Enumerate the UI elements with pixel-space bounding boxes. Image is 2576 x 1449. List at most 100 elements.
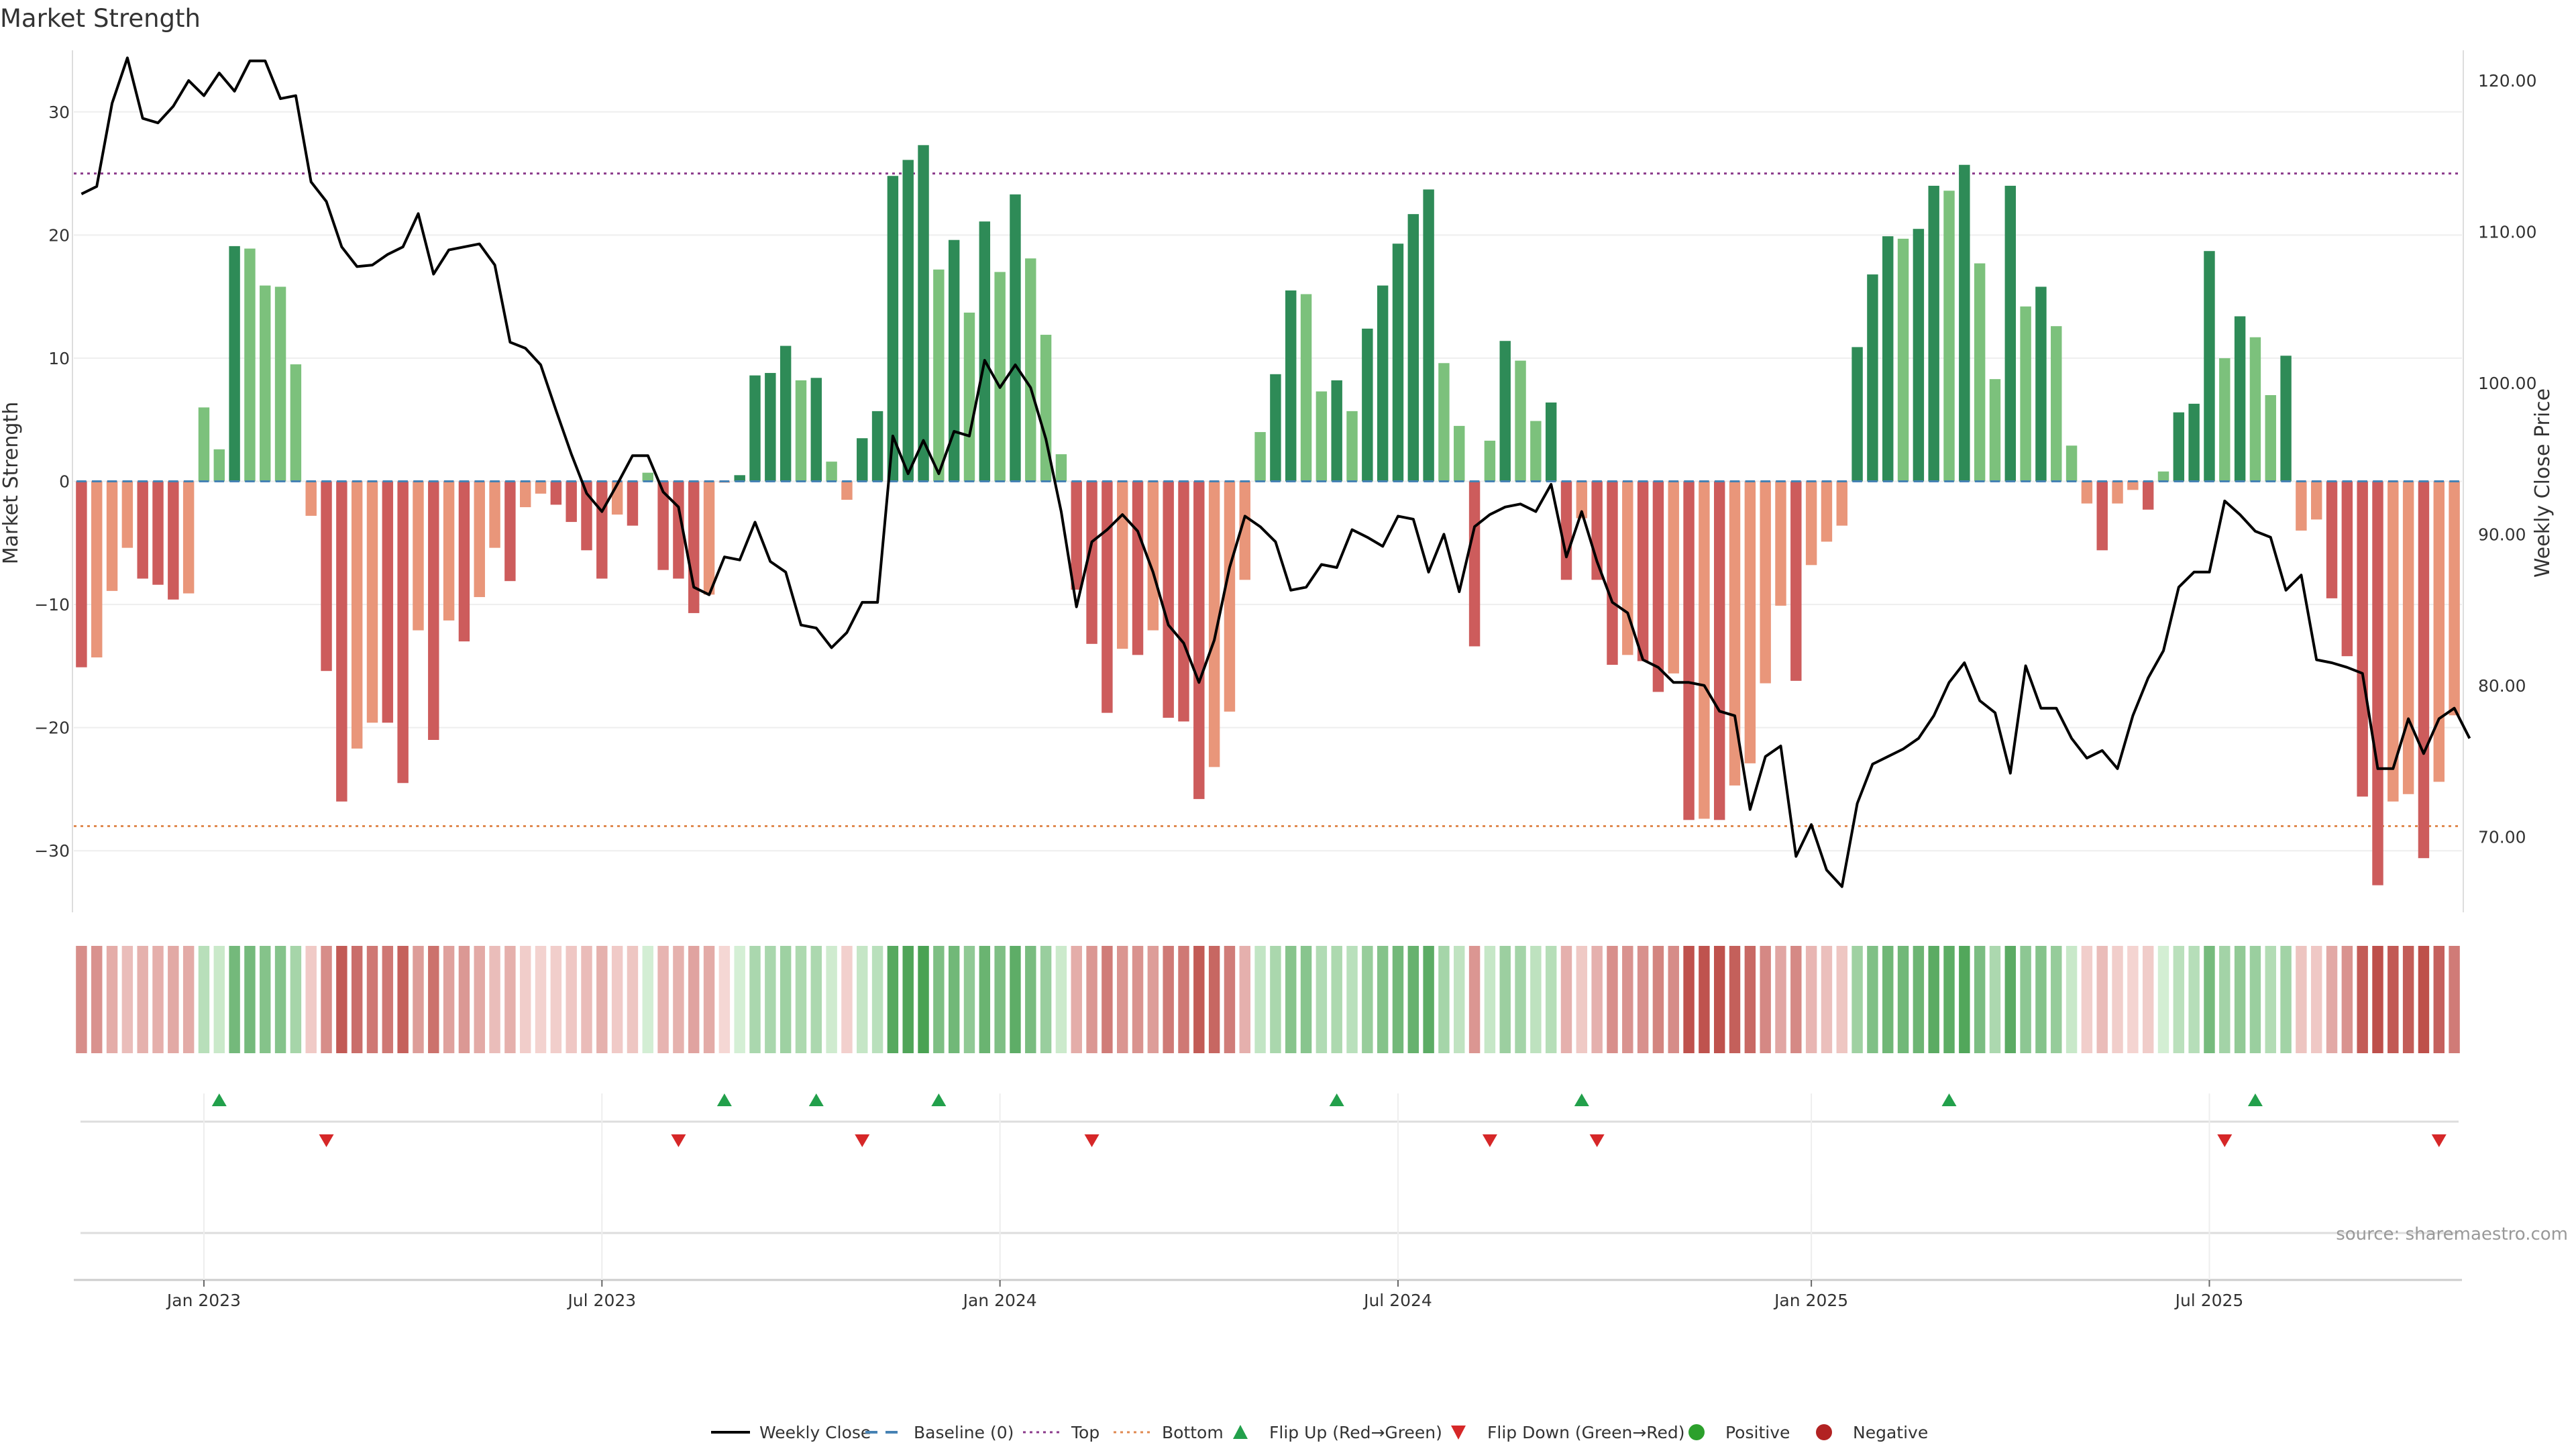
strength-bar [1132, 481, 1144, 655]
x-tick-label: Jan 2025 [1773, 1291, 1848, 1310]
legend-label: Weekly Close [759, 1423, 871, 1442]
x-axis: Jan 2023 Jul 2023 Jan 2024 Jul 2024 Jan 2025… [74, 1093, 2462, 1310]
y2-tick-label: 100.00 [2478, 374, 2536, 393]
heat-cell [1071, 946, 1082, 1053]
strength-bar [918, 145, 929, 482]
heat-cell [2387, 946, 2399, 1053]
heat-cell [1040, 946, 1052, 1053]
strength-bar [1331, 380, 1342, 482]
y-tick-label: 30 [48, 103, 70, 122]
chart-title: Market Strength [0, 4, 201, 33]
heat-cell [718, 946, 731, 1053]
heat-cell [351, 946, 363, 1053]
strength-bar [2402, 481, 2414, 794]
heat-cell [1055, 946, 1067, 1053]
strength-bar [596, 481, 608, 579]
heat-cell [1300, 946, 1312, 1053]
strength-bar [841, 481, 853, 500]
heat-cell [810, 946, 822, 1053]
strength-bar [2035, 286, 2047, 482]
heat-cell [1805, 946, 1817, 1053]
flip-up-marker [1941, 1093, 1957, 1106]
strength-bar [106, 481, 118, 591]
strength-bar [994, 272, 1006, 482]
heat-cell [1821, 946, 1833, 1053]
strength-bar [1224, 481, 1236, 712]
heat-cell [734, 946, 745, 1053]
heat-cell [274, 946, 286, 1053]
strength-bar [1055, 454, 1067, 482]
heat-cell [933, 946, 945, 1053]
strength-bar [2296, 481, 2307, 531]
heat-cell [1468, 946, 1481, 1053]
heat-cell [290, 946, 302, 1053]
heat-cell [1882, 946, 1894, 1053]
weekly-close-line [80, 56, 2471, 888]
y2-tick-label: 120.00 [2478, 71, 2536, 91]
heat-cell [749, 946, 761, 1053]
strength-bar [2249, 337, 2261, 482]
strength-bar [1147, 481, 1159, 631]
strength-bar [1254, 432, 1266, 482]
strength-bar [2265, 395, 2276, 482]
strength-bar [1882, 236, 1894, 482]
heat-cell [2249, 946, 2261, 1053]
strength-bar [213, 449, 225, 482]
heat-cell [1116, 946, 1128, 1053]
heat-cell [673, 946, 684, 1053]
strength-bar [2387, 481, 2399, 802]
right-axis: 120.00 110.00 100.00 90.00 80.00 70.00 [2478, 71, 2536, 847]
strength-bar [566, 481, 577, 523]
strength-bar [1713, 481, 1725, 820]
heat-cell [963, 946, 975, 1053]
heat-cell [2326, 946, 2338, 1053]
heat-cell [902, 946, 914, 1053]
legend-item-bottom: Bottom [1114, 1423, 1224, 1442]
strength-bar [2051, 326, 2062, 482]
strength-bar [137, 481, 148, 579]
strength-bar [274, 286, 286, 482]
strength-bar [2065, 445, 2078, 482]
heat-cell [1392, 946, 1404, 1053]
strength-bar [2020, 306, 2031, 482]
heat-cell [581, 946, 592, 1053]
heat-cell [2127, 946, 2139, 1053]
legend-item-flip_down: Flip Down (Green→Red) [1451, 1423, 1685, 1442]
heat-cell [1897, 946, 1909, 1053]
heat-cell [1744, 946, 1756, 1053]
strength-bar [182, 481, 195, 594]
heat-cell [871, 946, 883, 1053]
strength-bar [1515, 360, 1526, 482]
legend-item-positive: Positive [1688, 1423, 1790, 1442]
heat-cell [2096, 946, 2108, 1053]
y2-axis-label: Weekly Close Price [2531, 388, 2555, 578]
strength-bar [1362, 328, 1373, 482]
strength-bars [76, 145, 2460, 885]
legend-label: Baseline (0) [914, 1423, 1014, 1442]
heat-cell [2051, 946, 2062, 1053]
heat-cell [1132, 946, 1144, 1053]
heat-cell [657, 946, 669, 1053]
heat-cell [1163, 946, 1174, 1053]
strength-bar [1454, 425, 1465, 482]
strength-bar [963, 313, 975, 482]
strength-bar [1607, 481, 1618, 665]
strength-bar [1760, 481, 1771, 684]
strength-bar [2157, 471, 2169, 482]
y-tick-label: 20 [48, 225, 70, 245]
strength-bar [458, 481, 470, 642]
heat-cell [535, 946, 547, 1053]
legend-flip-down-swatch [1451, 1426, 1466, 1440]
strength-bar [780, 345, 792, 482]
heat-cell [2081, 946, 2093, 1053]
y-axis-label: Market Strength [0, 402, 23, 564]
heat-cell [1989, 946, 2001, 1053]
heat-cell [260, 946, 271, 1053]
flip-up-marker [1329, 1093, 1344, 1106]
legend-item-baseline: Baseline (0) [865, 1423, 1014, 1442]
heat-cell [2341, 946, 2353, 1053]
x-tick-label: Jul 2024 [1362, 1291, 1432, 1310]
heat-cell [1208, 946, 1220, 1053]
strength-bar [810, 378, 822, 482]
y2-tick-label: 80.00 [2478, 676, 2526, 696]
